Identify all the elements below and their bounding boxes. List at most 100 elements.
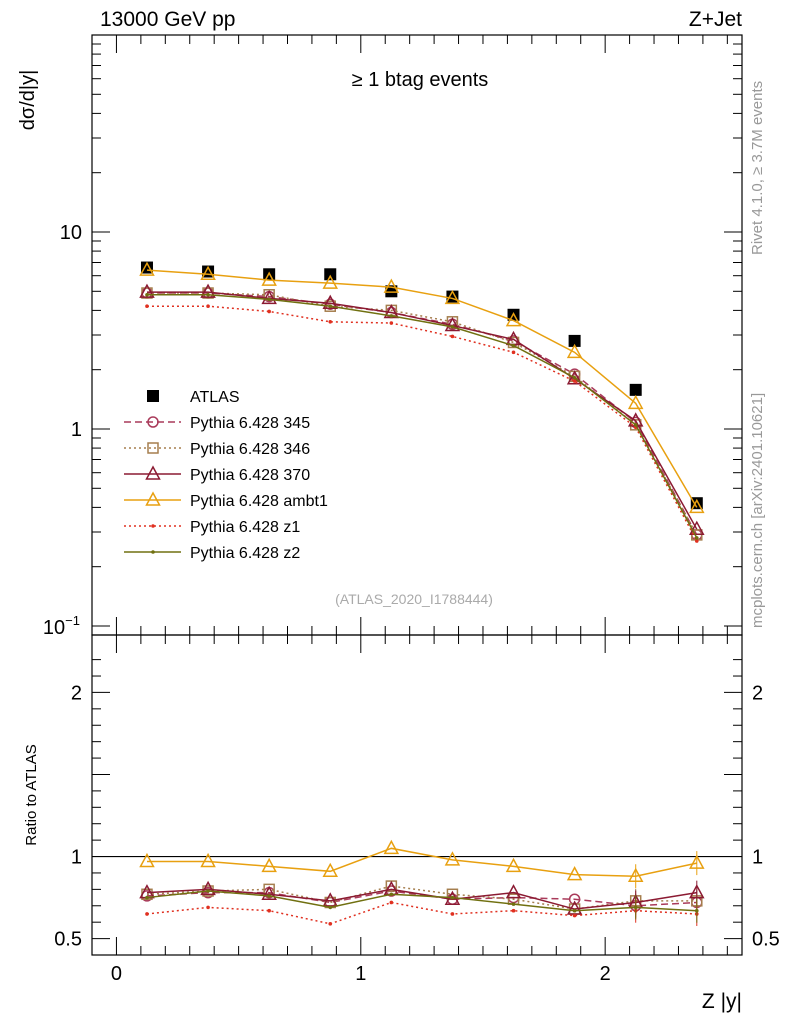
data-point (200, 880, 216, 896)
data-point (511, 350, 516, 355)
data-point (627, 394, 644, 410)
ratio-y-tick-label-right: 2 (752, 682, 763, 704)
data-point (328, 320, 333, 324)
data-point (572, 379, 577, 383)
data-point (145, 491, 161, 506)
data-point (145, 292, 149, 297)
data-point (511, 902, 516, 906)
analysis-watermark: (ATLAS_2020_I1788444) (335, 591, 493, 607)
data-point (383, 278, 400, 293)
data-point (389, 321, 394, 325)
data-point (694, 539, 699, 543)
data-point (328, 922, 333, 926)
data-point (261, 271, 277, 286)
legend-label: Pythia 6.428 ambt1 (190, 493, 328, 510)
data-point (145, 912, 149, 916)
data-point (145, 895, 149, 900)
legend-label: Pythia 6.428 345 (190, 415, 310, 432)
data-point (444, 851, 461, 866)
data-point (322, 274, 339, 289)
data-point (450, 325, 455, 329)
main-series-group (139, 261, 705, 543)
data-point (200, 265, 216, 281)
legend-entry-3: Pythia 6.428 370 (124, 465, 310, 484)
data-point (633, 423, 638, 427)
x-tick-label: 2 (600, 963, 611, 985)
series-line (146, 269, 698, 508)
data-point (689, 498, 705, 514)
data-point (629, 383, 642, 396)
legend-label: Pythia 6.428 370 (190, 467, 310, 484)
data-point (139, 852, 155, 868)
data-point (267, 908, 271, 913)
ratio-plot-frame (91, 634, 743, 956)
y-tick-label-exponent: −1 (65, 613, 80, 628)
data-point (633, 905, 638, 910)
rivet-version-label: Rivet 4.1.0, ≥ 3.7M events (749, 81, 766, 255)
x-tick-label: 0 (111, 963, 122, 985)
ratio-y-tick-label: 0.5 (54, 929, 82, 951)
data-point (627, 867, 644, 882)
y-tick-label: 10−1 (43, 613, 80, 639)
legend-label: ATLAS (190, 389, 240, 406)
data-point (206, 304, 210, 309)
series-3 (139, 283, 705, 535)
legend-label: Pythia 6.428 z2 (190, 545, 300, 562)
x-tick-label: 1 (355, 963, 366, 985)
legend-entry-6: Pythia 6.428 z2 (124, 545, 300, 562)
data-point (200, 283, 216, 298)
data-point (328, 905, 333, 910)
ratio-series-line (146, 885, 697, 910)
data-point (389, 892, 394, 897)
data-point (629, 419, 642, 431)
x-axis-label: Z |y| (702, 990, 742, 1013)
series-line (146, 305, 698, 542)
data-point (147, 442, 159, 454)
legend-entry-2: Pythia 6.428 346 (124, 441, 310, 458)
data-point (261, 289, 277, 305)
data-point (389, 314, 394, 318)
ratio-axis-ticks: 0 1 2 0.5 0.5 1 1 2 2 (54, 635, 780, 985)
legend-entry-5: Pythia 6.428 z1 (124, 519, 300, 536)
plot-title: ≥ 1 btag events (352, 69, 489, 91)
data-point (261, 857, 277, 873)
data-point (689, 854, 705, 869)
data-point (505, 857, 522, 873)
data-point (444, 289, 461, 305)
series-5 (145, 304, 699, 543)
data-point (147, 416, 159, 428)
series-line (146, 291, 698, 530)
data-point (139, 283, 155, 298)
data-point (450, 895, 455, 900)
data-point (324, 268, 337, 281)
data-point (206, 292, 210, 297)
ratio-series-2 (139, 880, 705, 915)
data-point (568, 334, 581, 347)
data-point (151, 550, 155, 554)
data-point (444, 316, 461, 332)
data-point (322, 862, 339, 878)
ratio-y-tick-label-right: 0.5 (752, 929, 780, 951)
data-point (322, 294, 339, 309)
legend-label: Pythia 6.428 346 (190, 441, 310, 458)
data-point (261, 885, 277, 901)
data-point (200, 852, 216, 868)
data-point (505, 884, 522, 899)
mcplots-credit-label: mcplots.cern.ch [arXiv:2401.10621] (749, 393, 766, 628)
data-point (572, 375, 577, 380)
data-point (328, 304, 333, 309)
data-point (572, 908, 577, 913)
data-point (206, 889, 210, 893)
data-point (383, 839, 400, 855)
data-point (566, 866, 583, 881)
legend-label: Pythia 6.428 z1 (190, 519, 300, 536)
legend-entry-4: Pythia 6.428 ambt1 (124, 491, 328, 510)
series-line (146, 294, 698, 539)
data-point (267, 297, 271, 302)
ratio-series-line (146, 890, 697, 907)
data-point (389, 900, 394, 905)
data-point (566, 370, 583, 385)
data-point (145, 304, 149, 309)
data-point (151, 524, 155, 528)
